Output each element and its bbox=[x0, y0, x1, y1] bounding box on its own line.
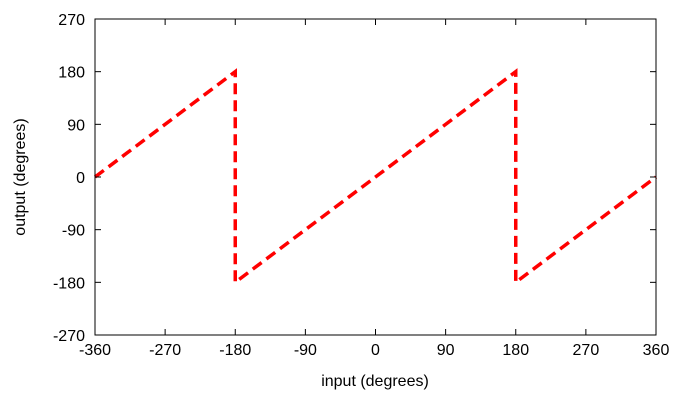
y-ticks: -270 -180 -90 0 90 180 270 bbox=[53, 12, 656, 345]
y-tick-label: -90 bbox=[62, 223, 85, 240]
y-tick-label: 90 bbox=[67, 117, 85, 134]
series-line-0 bbox=[93, 68, 658, 286]
y-axis-label: output (degrees) bbox=[12, 118, 29, 235]
x-tick-label: -270 bbox=[149, 342, 181, 359]
x-tick-label: -90 bbox=[294, 342, 317, 359]
x-tick-label: -360 bbox=[79, 342, 111, 359]
y-tick-label: 0 bbox=[76, 170, 85, 187]
series-layer bbox=[93, 68, 658, 286]
y-tick-label: -270 bbox=[53, 328, 85, 345]
x-tick-label: 180 bbox=[502, 342, 529, 359]
x-tick-label: 0 bbox=[371, 342, 380, 359]
x-tick-label: 360 bbox=[643, 342, 670, 359]
x-tick-label: 270 bbox=[573, 342, 600, 359]
x-tick-label: -180 bbox=[219, 342, 251, 359]
y-tick-label: 270 bbox=[58, 12, 85, 29]
y-tick-label: -180 bbox=[53, 275, 85, 292]
x-ticks: -360 -270 -180 -90 0 90 180 270 360 bbox=[79, 19, 669, 359]
y-tick-label: 180 bbox=[58, 65, 85, 82]
x-axis-label: input (degrees) bbox=[321, 373, 429, 390]
x-tick-label: 90 bbox=[437, 342, 455, 359]
